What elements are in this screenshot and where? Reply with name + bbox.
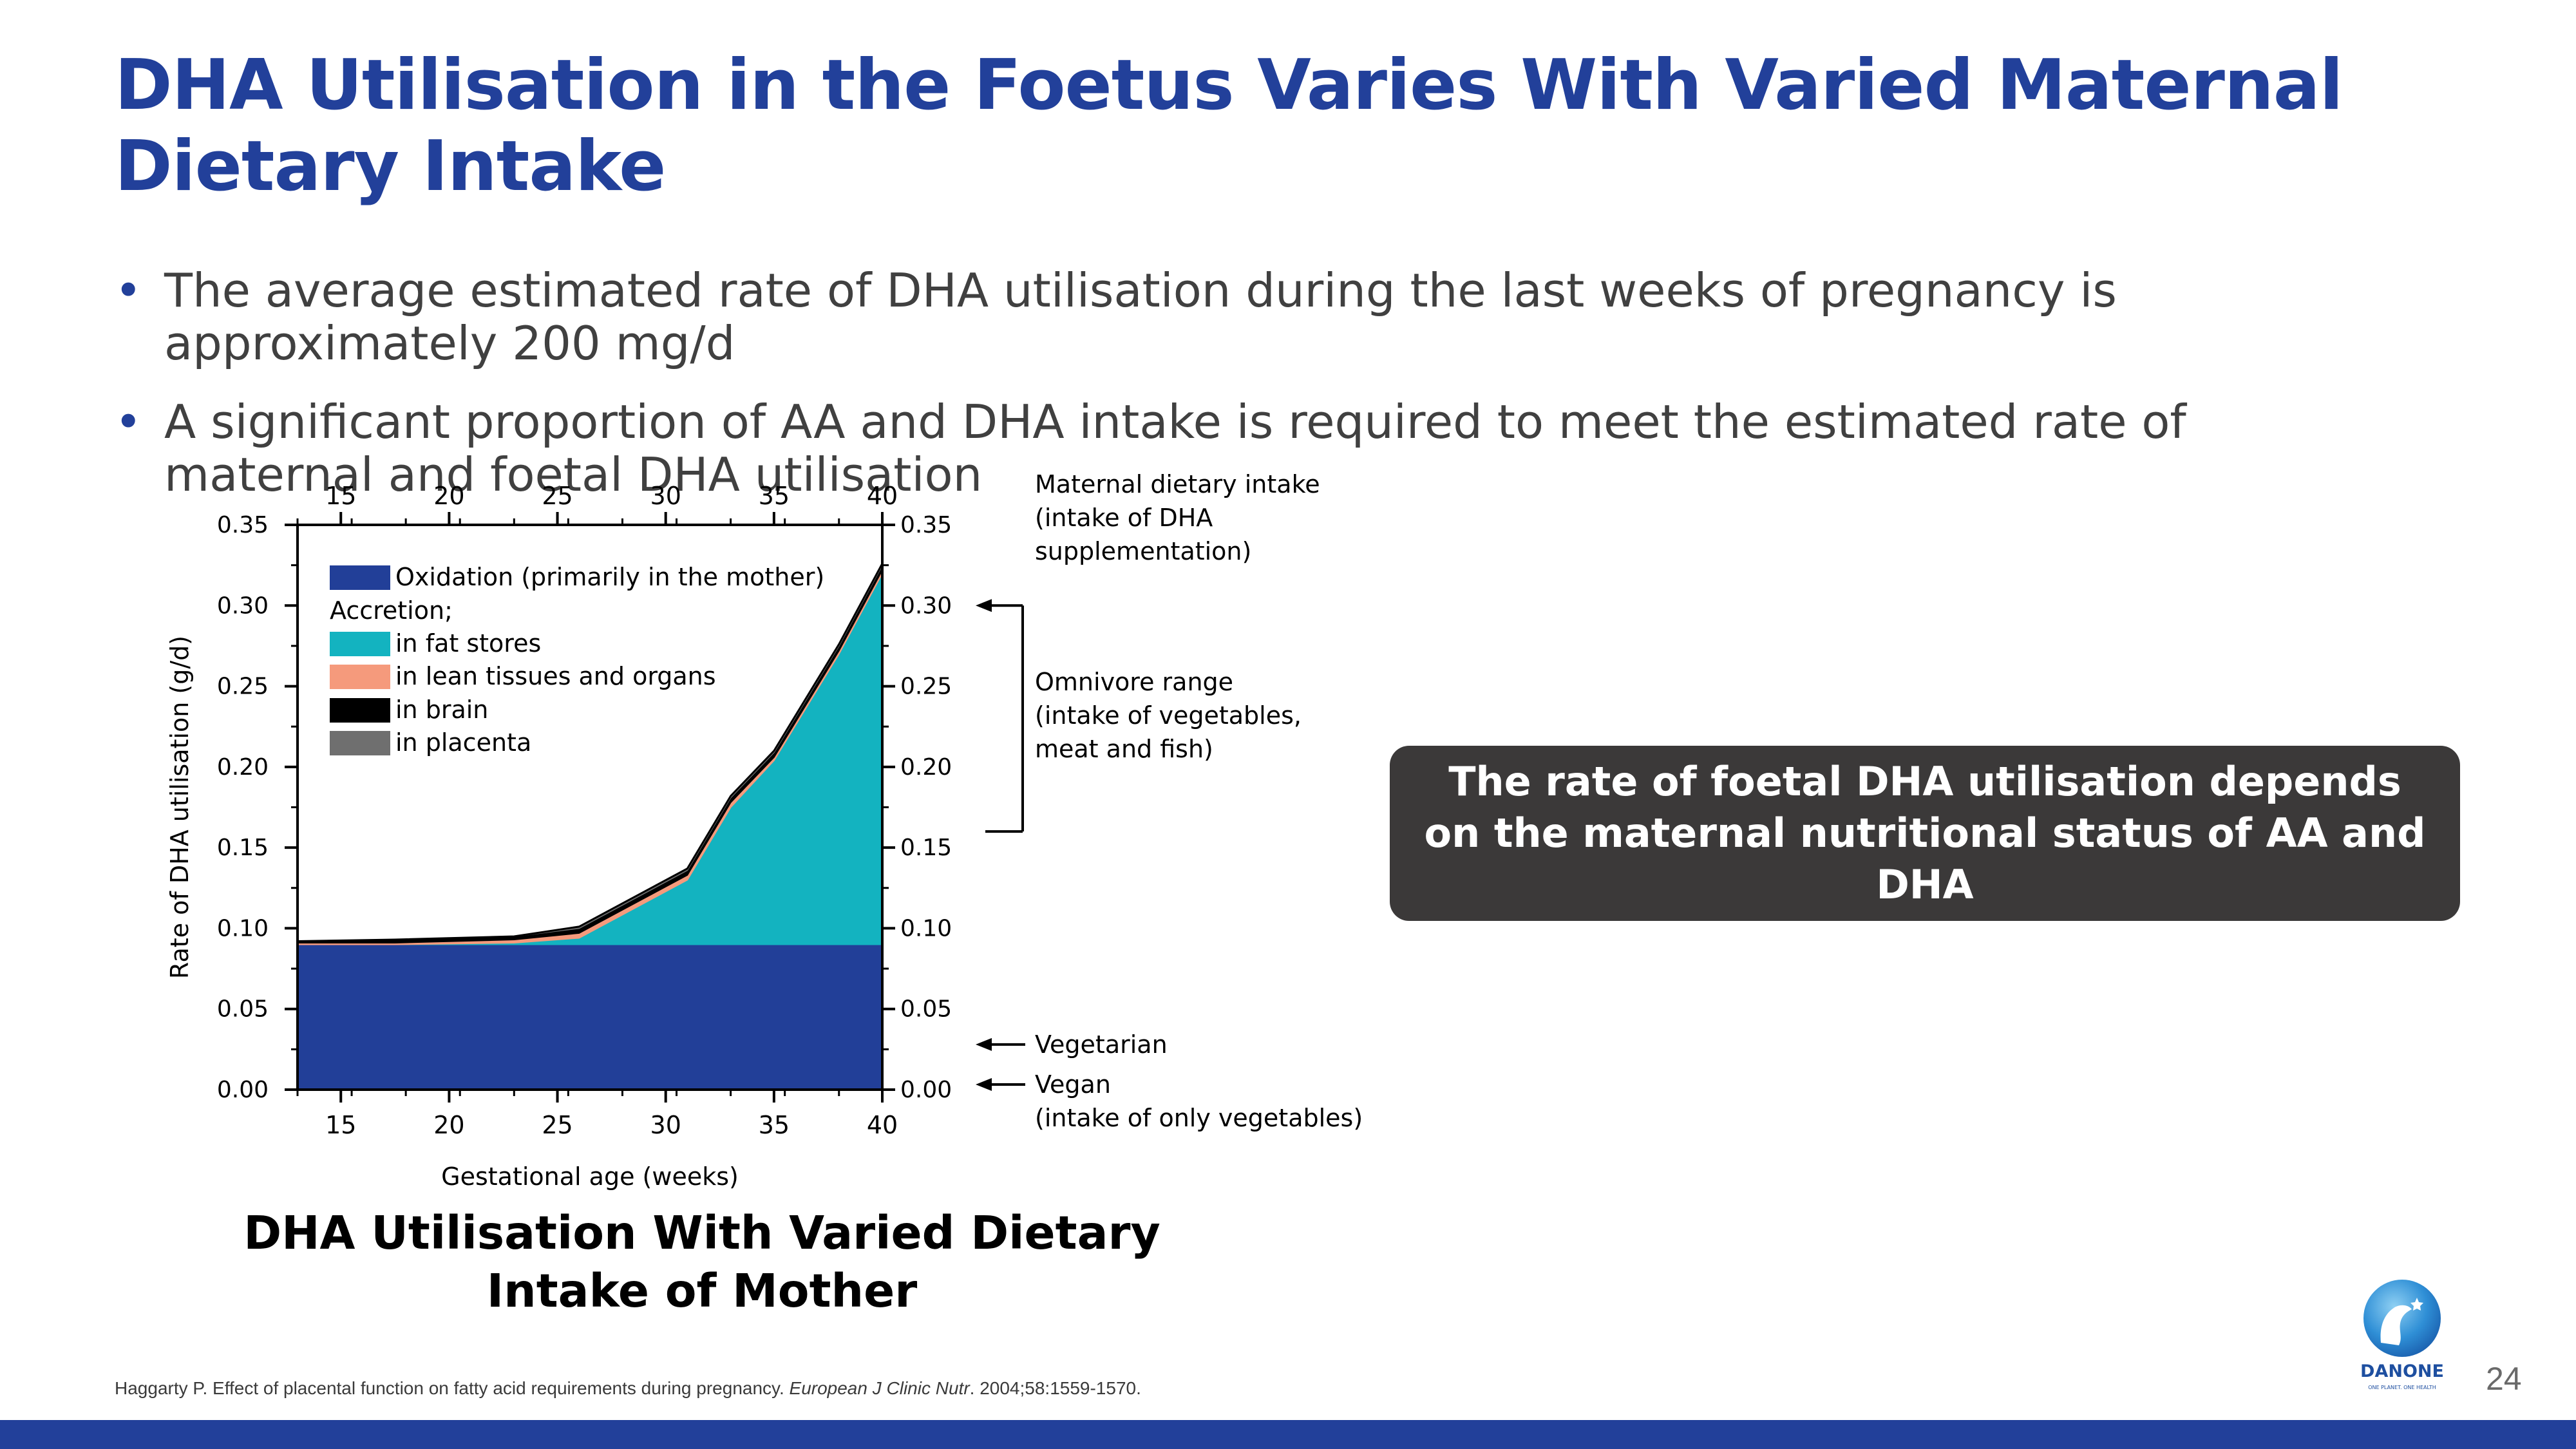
legend-swatch [330, 698, 390, 723]
legend-swatch [330, 665, 390, 689]
y-tick-label-right: 0.05 [900, 996, 952, 1023]
x-axis-title: Gestational age (weeks) [441, 1162, 739, 1191]
x-tick-label-bottom: 30 [650, 1111, 681, 1139]
y-tick-label-left: 0.30 [217, 592, 269, 619]
reference: Haggarty P. Effect of placental function… [115, 1378, 1141, 1399]
x-tick-label-top: 25 [542, 482, 573, 510]
legend-label: in placenta [395, 728, 531, 757]
bullet-marker: • [115, 263, 142, 317]
y-tick-label-right: 0.20 [900, 754, 952, 781]
legend-label: in fat stores [395, 629, 541, 658]
x-tick-label-top: 20 [433, 482, 464, 510]
legend-swatch [330, 565, 390, 590]
x-tick-label-bottom: 40 [867, 1111, 898, 1139]
bullet-text: A significant proportion of AA and DHA i… [164, 395, 2186, 502]
bullet-text: The average estimated rate of DHA utilis… [164, 263, 2117, 370]
y-axis-title: Rate of DHA utilisation (g/d) [166, 636, 194, 979]
logo-child-silhouette-icon [2380, 1305, 2412, 1345]
x-tick-label-bottom: 20 [433, 1111, 464, 1139]
x-tick-label-bottom: 15 [325, 1111, 356, 1139]
logo-globe-icon [2363, 1280, 2441, 1357]
logo-star-icon [2410, 1298, 2423, 1311]
callout-text: The rate of foetal DHA utilisation depen… [1424, 758, 2426, 908]
bullet-item: • A significant proportion of AA and DHA… [115, 395, 2407, 501]
bullet-list: • The average estimated rate of DHA util… [115, 264, 2407, 527]
annotation-vegetarian: Vegetarian [1035, 1030, 1168, 1059]
x-tick-label-top: 30 [650, 482, 681, 510]
reference-details: . 2004;58:1559-1570. [969, 1378, 1141, 1398]
page-number: 24 [2486, 1361, 2522, 1397]
arrow-vegetarian-icon [976, 1037, 992, 1051]
y-tick-label-right: 0.00 [900, 1077, 952, 1103]
x-tick-label-top: 35 [759, 482, 790, 510]
x-tick-label-bottom: 25 [542, 1111, 573, 1139]
y-tick-label-left: 0.25 [217, 674, 269, 700]
footer-bar [0, 1420, 2576, 1449]
bullet-marker: • [115, 395, 142, 449]
chart-caption: DHA Utilisation With Varied Dietary Inta… [243, 1206, 1160, 1318]
y-tick-label-right: 0.15 [900, 835, 952, 861]
logo-tagline: ONE PLANET. ONE HEALTH [2368, 1385, 2436, 1390]
callout-box: The rate of foetal DHA utilisation depen… [1390, 746, 2460, 921]
y-tick-label-left: 0.15 [217, 835, 269, 861]
annotation-maternal-intake: Maternal dietary intake (intake of DHA sup… [1035, 470, 1320, 565]
reference-journal: European J Clinic Nutr [789, 1378, 970, 1398]
dha-utilisation-chart: 0.00 0.00 0.05 0.05 0.10 0.10 0.15 0.15 0.20 0.20… [166, 470, 1363, 1191]
legend-label: Oxidation (primarily in the mother) [395, 563, 824, 591]
legend-swatch [330, 731, 390, 755]
x-tick-label-top: 40 [867, 482, 898, 510]
bullet-item: • The average estimated rate of DHA util… [115, 264, 2407, 370]
y-tick-label-left: 0.20 [217, 754, 269, 781]
y-tick-label-right: 0.10 [900, 915, 952, 942]
x-tick-label-top: 15 [325, 482, 356, 510]
legend-label: in lean tissues and organs [395, 662, 716, 690]
danone-logo: DANONE ONE PLANET. ONE HEALTH [2360, 1280, 2444, 1390]
legend-header: Accretion; [330, 596, 453, 625]
y-tick-label-left: 0.10 [217, 915, 269, 942]
x-tick-label-bottom: 35 [759, 1111, 790, 1139]
slide-title: DHA Utilisation in the Foetus Varies Wit… [115, 45, 2344, 207]
arrow-omnivore-icon [976, 599, 992, 612]
total-outline [297, 563, 884, 942]
reference-text: Haggarty P. Effect of placental function… [115, 1378, 790, 1398]
area-series-1 [298, 573, 883, 945]
legend-label: in brain [395, 696, 488, 724]
y-tick-label-left: 0.35 [217, 512, 269, 538]
arrow-vegan-icon [976, 1077, 992, 1091]
y-tick-label-right: 0.25 [900, 674, 952, 700]
y-tick-label-left: 0.00 [217, 1077, 269, 1103]
y-tick-label-left: 0.05 [217, 996, 269, 1023]
y-tick-label-right: 0.30 [900, 592, 952, 619]
y-tick-label-right: 0.35 [900, 512, 952, 538]
legend-swatch [330, 632, 390, 656]
annotation-omnivore: Omnivore range (intake of vegetables, meat… [1035, 668, 1302, 763]
annotation-vegan: Vegan (intake of only vegetables) [1035, 1070, 1363, 1132]
area-series-0 [298, 944, 882, 1090]
logo-wordmark: DANONE [2360, 1361, 2444, 1381]
